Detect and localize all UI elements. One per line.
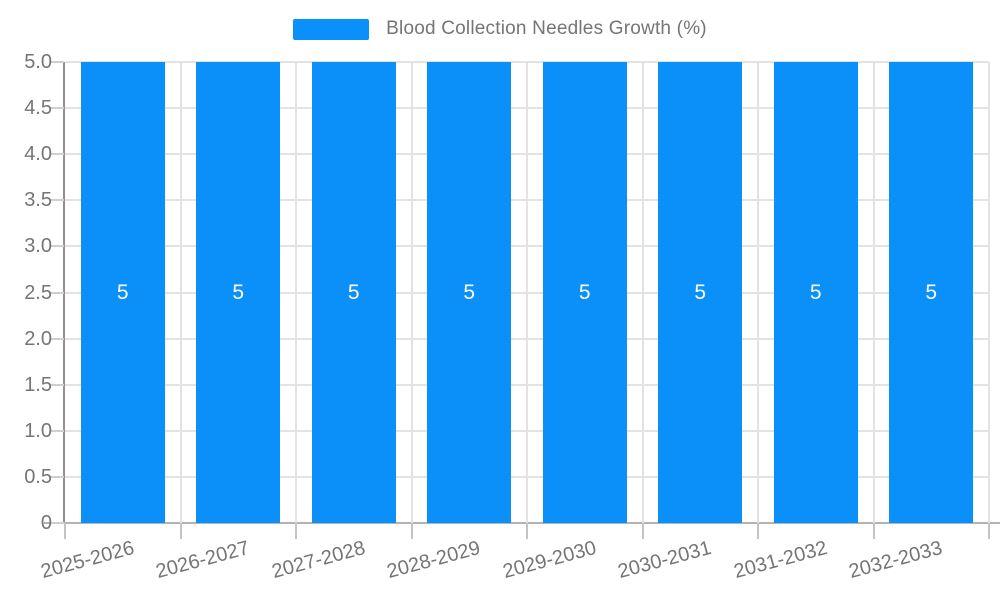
y-tick-label: 3.0 — [24, 235, 52, 258]
y-tick-label: 0.5 — [24, 465, 52, 488]
bar-value-label: 5 — [809, 280, 822, 304]
gridline-vertical — [295, 62, 297, 523]
y-tick — [50, 475, 64, 478]
y-tick — [50, 291, 64, 294]
x-tick — [757, 523, 759, 539]
x-axis-line — [44, 522, 1000, 524]
y-axis-line — [63, 62, 65, 523]
x-tick — [64, 523, 66, 539]
y-tick — [50, 383, 64, 386]
bar-value-label: 5 — [925, 280, 938, 304]
gridline-vertical — [526, 62, 528, 523]
bar[interactable] — [773, 62, 858, 523]
x-tick — [988, 523, 990, 539]
bar[interactable] — [311, 62, 396, 523]
y-tick — [50, 245, 64, 248]
y-tick — [50, 337, 64, 340]
x-tick — [179, 523, 182, 539]
bar-value-label: 5 — [463, 280, 476, 304]
x-tick — [641, 523, 644, 539]
bar-value-label: 5 — [116, 280, 129, 304]
y-tick-label: 1.0 — [24, 419, 52, 442]
gridline-vertical — [179, 62, 182, 523]
y-tick — [50, 153, 64, 156]
legend-label: Blood Collection Needles Growth (%) — [386, 18, 707, 39]
y-tick-label: 4.0 — [24, 143, 52, 166]
gridline-vertical — [641, 62, 644, 523]
legend[interactable]: Blood Collection Needles Growth (%) — [0, 18, 1000, 40]
bar[interactable] — [889, 62, 974, 523]
bar[interactable] — [80, 62, 165, 523]
bar-value-label: 5 — [347, 280, 360, 304]
x-tick — [295, 523, 297, 539]
gridline-vertical — [757, 62, 759, 523]
bar-value-label: 5 — [694, 280, 707, 304]
x-tick — [526, 523, 528, 539]
y-tick — [50, 61, 64, 63]
bar[interactable] — [542, 62, 627, 523]
x-tick — [872, 523, 875, 539]
y-tick-label: 2.0 — [24, 327, 52, 350]
y-tick-label: 0 — [40, 512, 52, 534]
y-tick-label: 5.0 — [24, 51, 52, 73]
bar-value-label: 5 — [232, 280, 245, 304]
y-tick-label: 1.5 — [24, 373, 52, 396]
y-tick-label: 2.5 — [24, 281, 52, 304]
gridline-vertical — [410, 62, 413, 523]
y-tick — [50, 429, 64, 432]
y-tick — [50, 522, 64, 524]
bar[interactable] — [196, 62, 281, 523]
y-tick — [50, 107, 64, 110]
bar[interactable] — [658, 62, 743, 523]
gridline-vertical — [988, 62, 990, 523]
y-tick — [50, 199, 64, 202]
bar-value-label: 5 — [578, 280, 591, 304]
y-tick-label: 3.5 — [24, 189, 52, 212]
x-tick — [410, 523, 413, 539]
legend-swatch[interactable] — [293, 18, 370, 40]
gridline-vertical — [872, 62, 875, 523]
y-tick-label: 4.5 — [24, 97, 52, 120]
bar[interactable] — [427, 62, 512, 523]
plot-area: 5 5 5 5 5 5 5 5 — [65, 61, 990, 523]
